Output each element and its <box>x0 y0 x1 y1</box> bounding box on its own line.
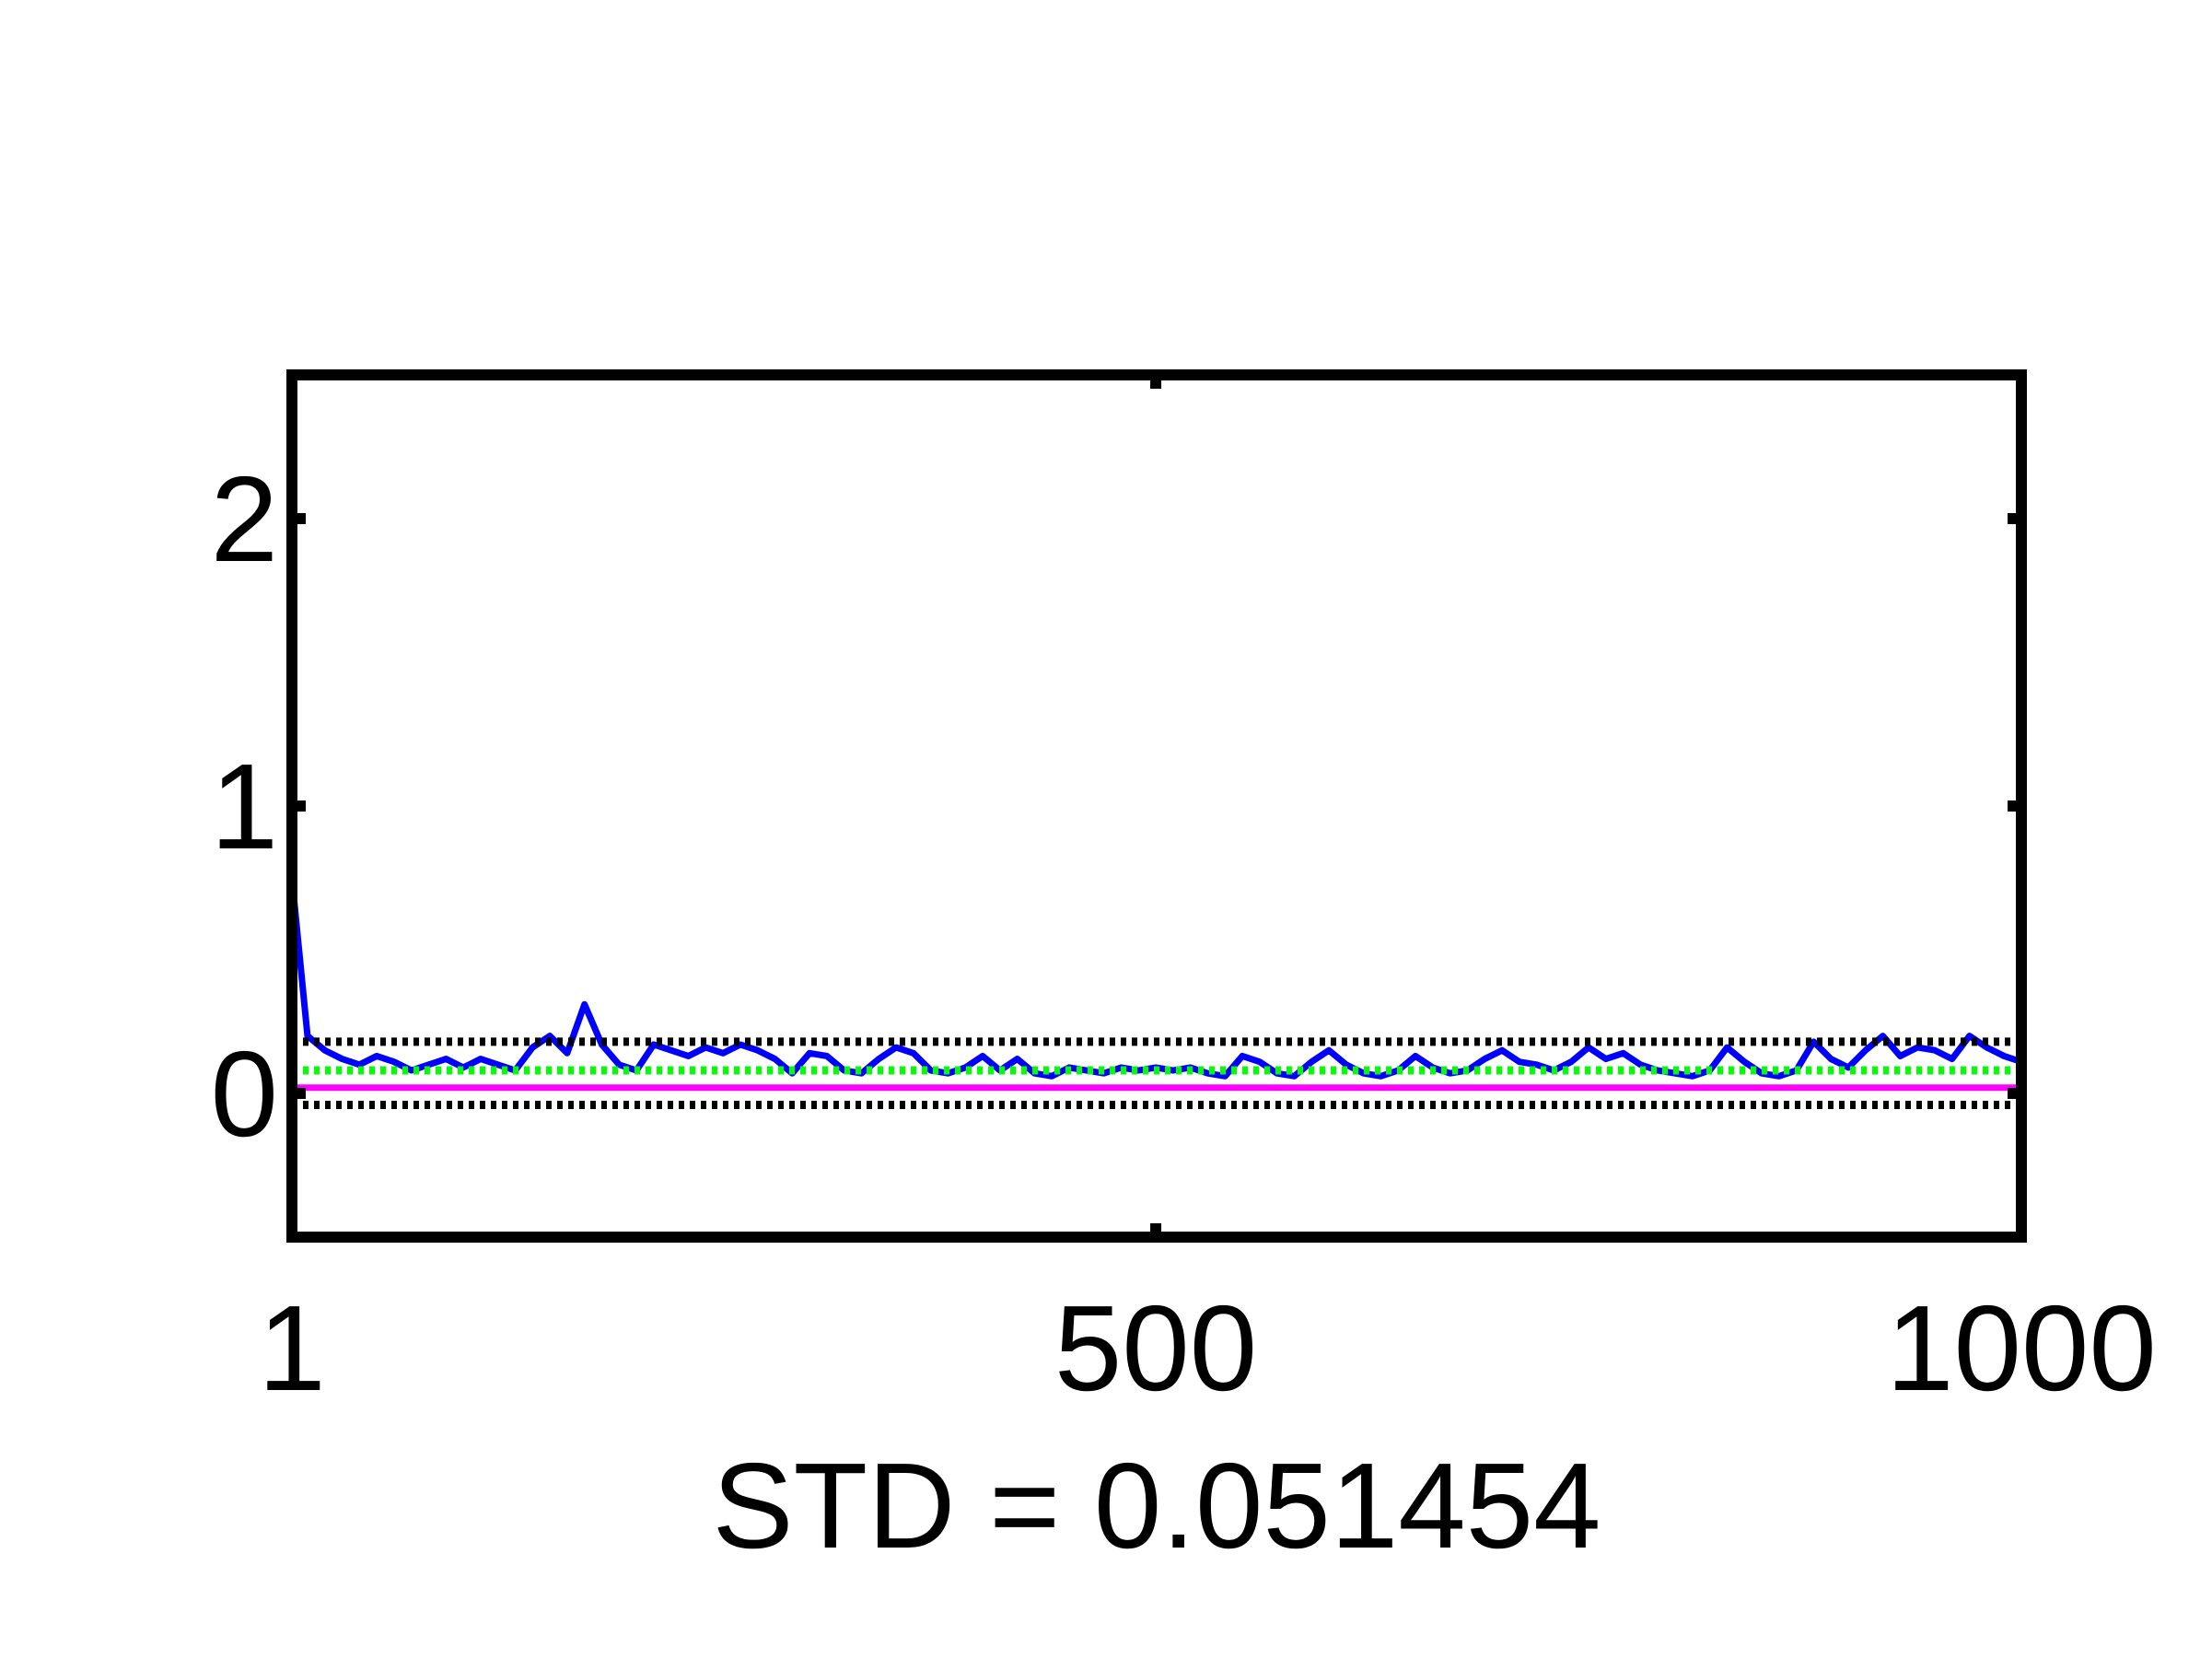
x-tick-label: 1000 <box>1886 1280 2157 1416</box>
y-tick-label: 2 <box>211 451 278 587</box>
y-tick-label: 0 <box>211 1026 278 1162</box>
x-axis-label: STD = 0.051454 <box>713 1438 1601 1573</box>
y-tick-label: 1 <box>211 739 278 874</box>
x-tick-label: 500 <box>1054 1280 1257 1416</box>
x-tick-label: 1 <box>258 1280 325 1416</box>
series-line <box>292 877 2021 1080</box>
